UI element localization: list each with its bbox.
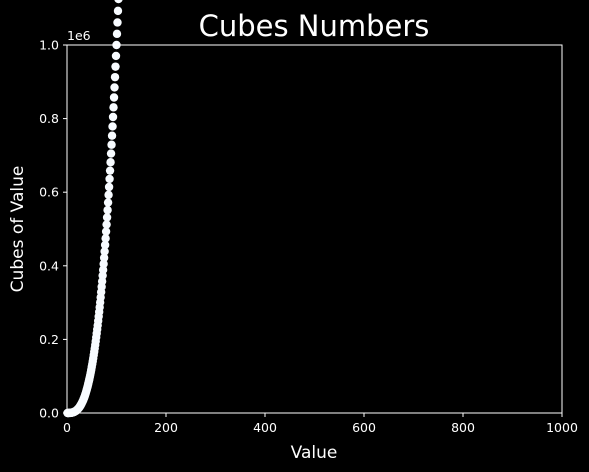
x-tick-label: 1000 [546, 420, 578, 435]
data-point [100, 240, 110, 250]
data-point [106, 158, 115, 167]
data-point [111, 51, 121, 61]
data-point [104, 190, 113, 200]
y-tick-label: 0.2 [39, 332, 59, 347]
y-tick-label: 0.8 [39, 111, 59, 126]
y-axis-ticks: 0.0 0.2 0.4 0.6 0.8 1.0 [39, 38, 67, 421]
y-tick-label: 0.0 [39, 406, 59, 421]
x-tick-label: 200 [154, 420, 178, 435]
data-point [101, 234, 110, 243]
data-point [109, 103, 118, 112]
data-point [105, 166, 115, 175]
y-axis-label: Cubes of Value [8, 166, 28, 293]
data-point [107, 131, 117, 140]
data-point [106, 149, 116, 158]
data-point [103, 205, 112, 215]
data-point [100, 247, 109, 256]
data-point [108, 112, 118, 122]
x-tick-label: 400 [253, 420, 277, 435]
data-point [110, 72, 120, 82]
data-point [109, 93, 119, 102]
data-point [113, 6, 123, 16]
axes-frame [66, 44, 563, 414]
x-axis-label: Value [291, 443, 338, 463]
data-point [104, 182, 114, 192]
data-point [111, 62, 120, 71]
y-tick-label: 0.6 [39, 185, 59, 200]
plot-area [63, 0, 563, 418]
data-point [110, 83, 119, 92]
data-series-cubes [63, 0, 123, 418]
chart-title: Cubes Numbers [199, 9, 430, 43]
data-point [102, 220, 111, 229]
data-point [108, 122, 117, 131]
x-tick-label: 800 [451, 420, 475, 435]
y-tick-label: 0.4 [39, 258, 59, 273]
y-tick-label: 1.0 [39, 38, 59, 53]
x-axis-ticks: 0 200 400 600 800 1000 [63, 413, 578, 435]
data-point [103, 198, 113, 207]
data-point [105, 174, 114, 184]
x-tick-label: 600 [352, 420, 376, 435]
data-point [102, 213, 112, 222]
data-point [113, 18, 122, 27]
data-point [101, 227, 111, 236]
data-point [112, 29, 122, 39]
y-axis-offset-label: 1e6 [67, 28, 91, 43]
data-point [99, 259, 108, 269]
x-tick-label: 0 [63, 420, 71, 435]
data-point [107, 140, 116, 149]
data-point [99, 253, 109, 262]
data-point [114, 0, 123, 4]
